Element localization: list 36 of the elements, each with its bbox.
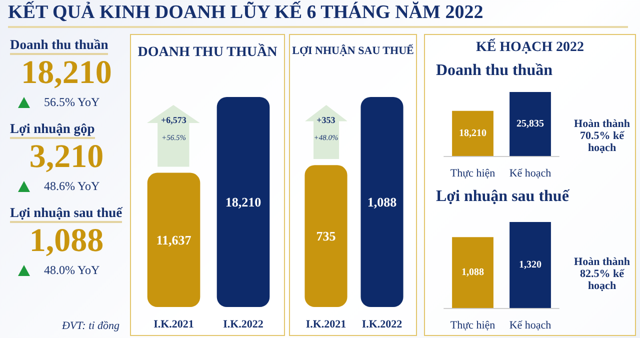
text: 18,210 <box>20 55 113 91</box>
x-tick-label: Kế hoạch <box>509 320 552 332</box>
x-tick-label: Kế hoạch <box>509 168 552 180</box>
x-tick-label: I.K.2021 <box>154 318 194 330</box>
text: Hoàn thành 82.5% kế hoạch <box>573 256 631 292</box>
chart-title: Lợi nhuận sau thuế <box>436 188 571 206</box>
data-label: 11,637 <box>156 232 192 248</box>
x-tick-label: Thực hiện <box>450 320 496 332</box>
x-tick-label: I.K.2022 <box>223 318 264 330</box>
text: 48.6% YoY <box>44 179 100 194</box>
data-label: 18,210 <box>459 128 486 139</box>
annotation: +6,573 <box>160 115 188 125</box>
text: Lợi nhuận sau thuế <box>10 205 122 223</box>
text: 1,088 <box>28 223 105 259</box>
text: ĐVT: tỉ đồng <box>62 320 120 332</box>
data-label: 25,835 <box>516 118 544 130</box>
text: Lợi nhuận gộp <box>10 121 95 139</box>
data-label: 1,320 <box>519 260 542 270</box>
data-label: 735 <box>316 228 336 244</box>
chart-subtitle: KẾ HOẠCH 2022 <box>474 40 586 56</box>
x-tick-label: Thực hiện <box>450 168 496 180</box>
chart-title: DOANH THU THUẦN <box>136 45 278 61</box>
chart-title: LỢI NHUẬN SAU THUẾ <box>291 45 415 57</box>
data-label: 1,088 <box>367 194 398 210</box>
annotation: +353 <box>316 115 336 125</box>
data-label: 18,210 <box>225 194 262 210</box>
data-label: 1,088 <box>462 267 484 278</box>
x-tick-label: I.K.2021 <box>306 318 346 330</box>
chart-title: Doanh thu thuần <box>436 62 554 80</box>
text: KẾT QUẢ KINH DOANH LŨY KẾ 6 THÁNG NĂM 2022 <box>8 2 628 28</box>
text: Hoàn thành 70.5% kế hoạch <box>573 118 631 154</box>
text: Doanh thu thuần <box>10 37 108 55</box>
text: 48.0% YoY <box>44 263 100 278</box>
text: 3,210 <box>28 139 105 175</box>
x-tick-label: I.K.2022 <box>362 318 403 330</box>
text: 56.5% YoY <box>44 95 100 110</box>
